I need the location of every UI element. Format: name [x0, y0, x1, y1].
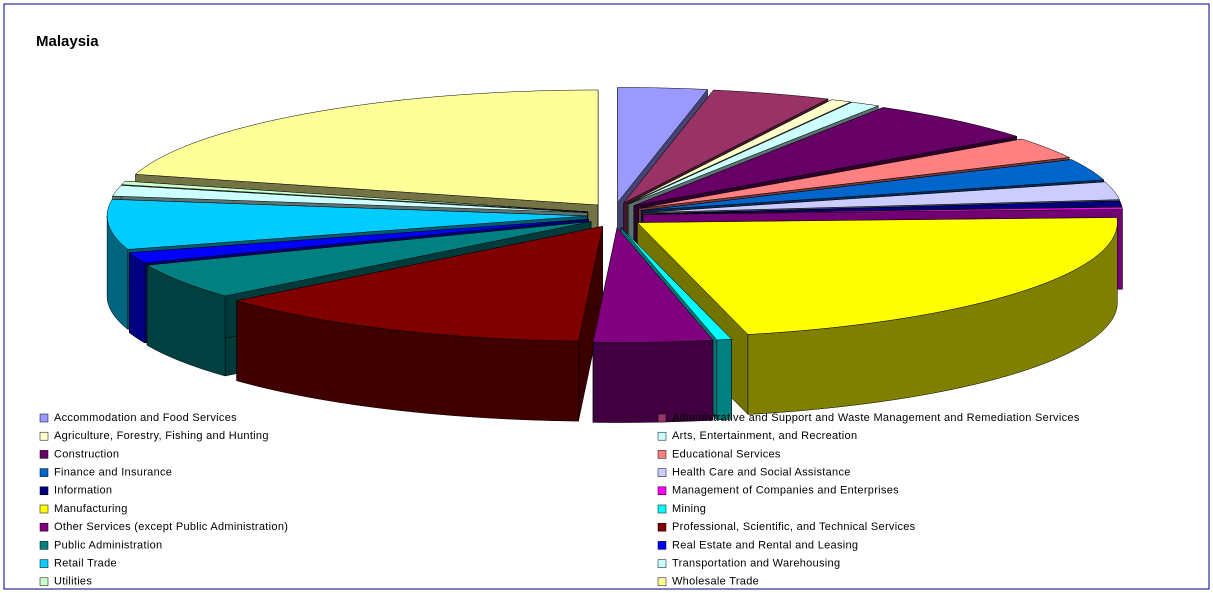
- legend-swatch: [657, 468, 667, 477]
- legend-swatch: [39, 577, 49, 587]
- slice: [642, 206, 1123, 215]
- legend-label: Arts, Entertainment, and Recreation: [672, 430, 857, 442]
- slice-group: [592, 226, 714, 423]
- legend-label: Finance and Insurance: [54, 467, 172, 479]
- legend-swatch: [39, 559, 49, 568]
- slice: [641, 159, 1105, 211]
- legend-swatch: [39, 486, 49, 496]
- legend-swatch: [657, 504, 667, 514]
- legend-swatch: [657, 450, 667, 459]
- legend-label: Mining: [672, 503, 706, 515]
- legend-label: Professional, Scientific, and Technical …: [672, 521, 916, 533]
- slice: [642, 181, 1120, 213]
- legend-swatch: [657, 559, 667, 568]
- legend-label: Retail Trade: [54, 558, 117, 570]
- legend-swatch: [39, 413, 49, 423]
- legend-label: Health Care and Social Assistance: [672, 467, 851, 479]
- slice: [633, 107, 1017, 206]
- legend-swatch: [657, 577, 667, 587]
- slice: [112, 185, 588, 213]
- slice: [642, 200, 1123, 215]
- slice: [120, 180, 588, 213]
- legend-label: Agriculture, Forestry, Fishing and Hunti…: [54, 430, 269, 442]
- slice: [623, 89, 829, 204]
- slice: [636, 217, 1118, 335]
- legend-label: Educational Services: [672, 448, 781, 460]
- legend-swatch: [39, 468, 49, 477]
- slice: [106, 199, 588, 250]
- slice: [617, 87, 709, 204]
- legend-swatch: [657, 486, 667, 496]
- legend-swatch: [39, 431, 49, 441]
- legend-label: Transportation and Warehousing: [672, 558, 840, 570]
- slice-group: [236, 225, 603, 422]
- slice-side: [716, 338, 732, 421]
- legend-label: Construction: [54, 448, 119, 460]
- slice: [146, 221, 592, 297]
- legend-label: Public Administration: [54, 539, 162, 551]
- slice: [236, 225, 603, 342]
- legend-swatch: [39, 450, 49, 459]
- legend-label: Information: [54, 485, 112, 497]
- slice: [628, 101, 880, 205]
- legend-swatch: [657, 522, 667, 532]
- slice-side: [129, 252, 145, 344]
- slice-side: [592, 339, 714, 423]
- legend-swatch: [657, 413, 667, 423]
- legend-label: Management of Companies and Enterprises: [672, 485, 899, 497]
- slice: [627, 99, 852, 204]
- legend-label: Real Estate and Rental and Leasing: [672, 539, 858, 551]
- legend-label: Wholesale Trade: [672, 576, 759, 588]
- slice: [128, 218, 589, 264]
- legend-label: Accommodation and Food Services: [54, 412, 237, 424]
- legend-swatch: [39, 522, 49, 532]
- legend-swatch: [657, 431, 667, 441]
- legend-label: Other Services (except Public Administra…: [54, 521, 288, 533]
- legend-label: Administrative and Support and Waste Man…: [672, 412, 1080, 424]
- legend-label: Manufacturing: [54, 503, 128, 515]
- legend-label: Utilities: [54, 576, 92, 588]
- slice: [620, 227, 733, 341]
- slice: [134, 89, 599, 206]
- legend-swatch: [657, 541, 667, 550]
- slice: [638, 138, 1071, 209]
- slice: [592, 227, 714, 343]
- legend-swatch: [39, 541, 49, 550]
- legend-swatch: [39, 504, 49, 514]
- chart-title: Malaysia: [36, 33, 99, 50]
